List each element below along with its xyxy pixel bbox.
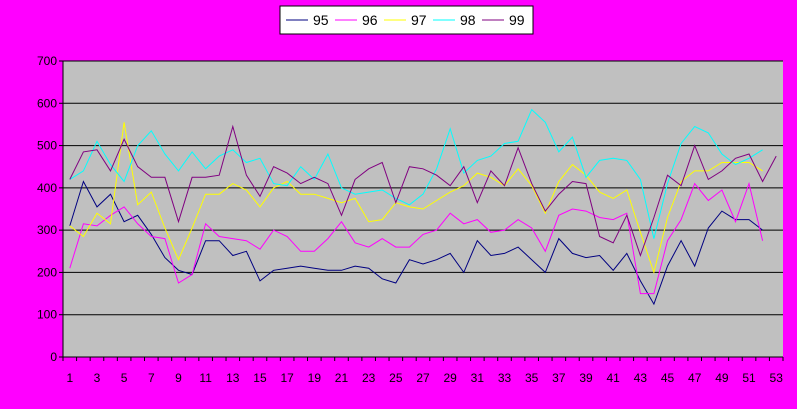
series-line-95 <box>69 180 763 306</box>
y-tick-label: 200 <box>37 265 57 279</box>
legend-label-95: 95 <box>313 12 329 28</box>
series-line-99 <box>69 124 777 258</box>
x-tick-label: 17 <box>280 371 294 385</box>
series-line-97 <box>69 122 763 275</box>
x-tick-label: 45 <box>661 371 675 385</box>
x-tick-label: 33 <box>498 371 512 385</box>
y-tick-label: 400 <box>37 181 57 195</box>
x-tick-label: 9 <box>175 371 182 385</box>
x-tick-label: 11 <box>199 371 212 385</box>
series-line-96 <box>69 181 764 295</box>
x-tick-label: 1 <box>66 371 73 385</box>
x-tick-label: 43 <box>634 371 648 385</box>
x-tick-label: 5 <box>121 371 128 385</box>
x-tick-label: 15 <box>253 371 267 385</box>
x-tick-label: 41 <box>607 371 621 385</box>
x-tick-label: 13 <box>226 371 240 385</box>
y-tick-label: 0 <box>50 350 57 364</box>
x-tick-label: 27 <box>416 371 430 385</box>
x-axis-ticks: 1 3 5 7 9 11 13 15 17 19 21 23 25 27 29 31 33 35 37 39 41 43 4… <box>62 357 784 385</box>
legend-label-99: 99 <box>509 12 525 28</box>
legend: 95 96 97 98 99 <box>279 5 534 35</box>
legend-label-97: 97 <box>411 12 427 28</box>
legend-label-98: 98 <box>460 12 476 28</box>
y-axis-ticks: 0 100 200 300 400 500 600 700 <box>37 54 63 364</box>
x-tick-label: 39 <box>579 371 593 385</box>
x-tick-label: 49 <box>715 371 729 385</box>
series-line-98 <box>69 108 763 239</box>
x-tick-label: 31 <box>471 371 485 385</box>
x-tick-label: 47 <box>688 371 702 385</box>
x-tick-label: 53 <box>770 371 784 385</box>
x-tick-label: 25 <box>389 371 403 385</box>
x-tick-label: 35 <box>525 371 539 385</box>
y-tick-label: 500 <box>37 139 57 153</box>
y-tick-label: 100 <box>37 308 57 322</box>
x-tick-label: 7 <box>148 371 155 385</box>
series-lines <box>69 108 777 306</box>
y-tick-label: 600 <box>37 96 57 110</box>
x-tick-label: 37 <box>552 371 566 385</box>
y-tick-label: 300 <box>37 223 57 237</box>
x-tick-label: 21 <box>335 371 349 385</box>
legend-label-96: 96 <box>362 12 378 28</box>
x-tick-label: 3 <box>94 371 101 385</box>
x-tick-label: 23 <box>362 371 376 385</box>
y-tick-label: 700 <box>37 54 57 68</box>
x-tick-label: 51 <box>742 371 756 385</box>
x-tick-label: 19 <box>308 371 322 385</box>
gridlines <box>63 60 783 316</box>
x-tick-label: 29 <box>443 371 457 385</box>
